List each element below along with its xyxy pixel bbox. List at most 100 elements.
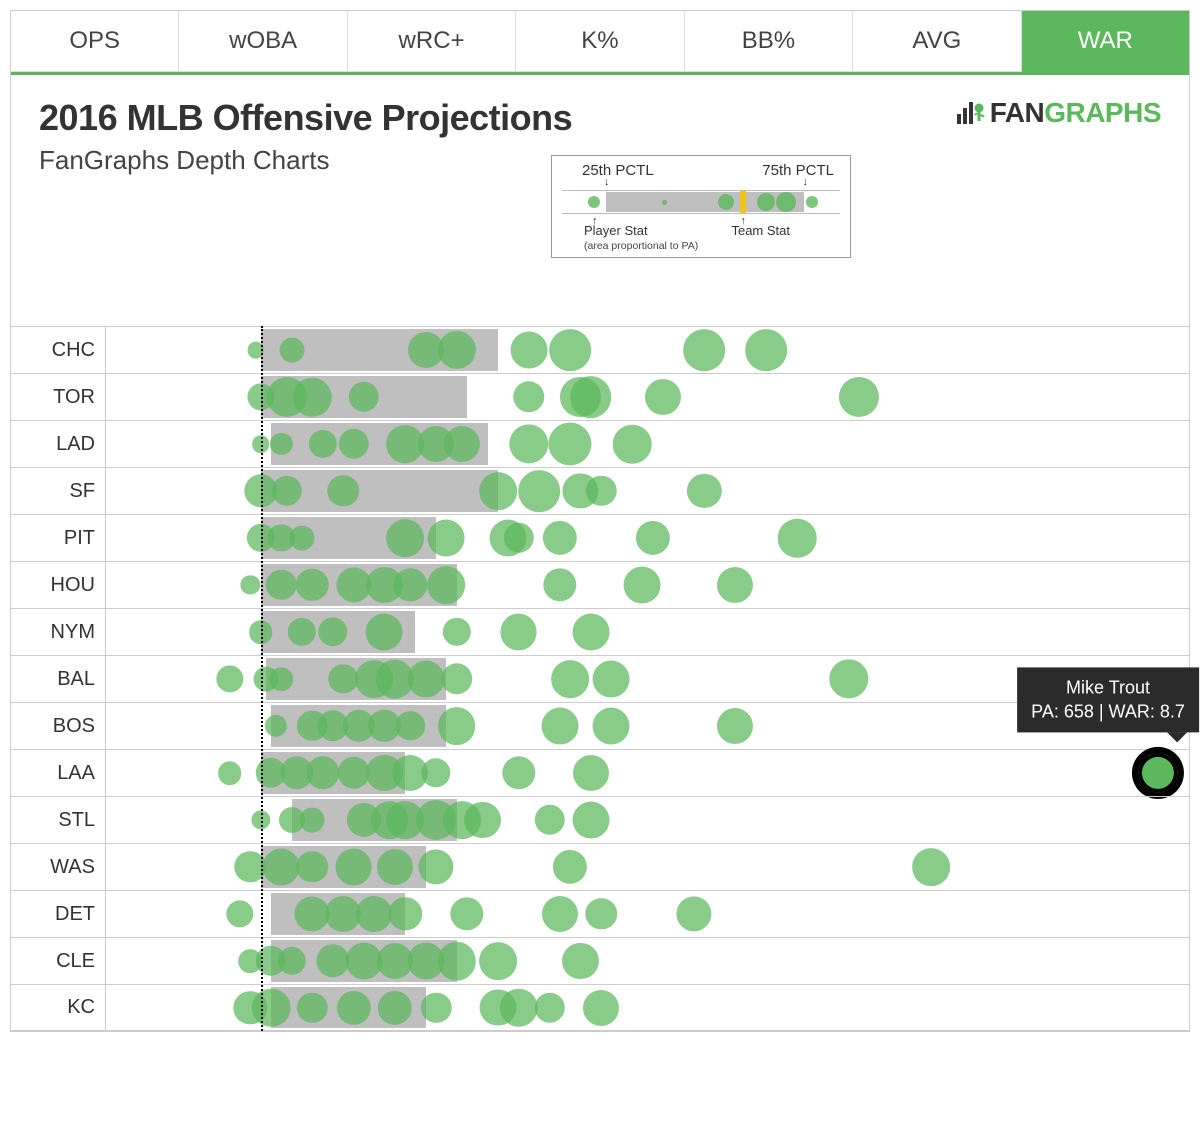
player-dot[interactable]	[366, 614, 403, 651]
player-dot[interactable]	[542, 896, 578, 932]
player-dot[interactable]	[226, 900, 253, 927]
player-dot[interactable]	[300, 808, 325, 833]
team-track	[106, 327, 1189, 373]
player-dot[interactable]	[1135, 750, 1180, 795]
tab-avg[interactable]: AVG	[853, 11, 1021, 72]
player-dot[interactable]	[549, 329, 591, 371]
player-dot[interactable]	[407, 661, 444, 698]
player-dot[interactable]	[745, 329, 787, 371]
legend-team: Team Stat	[731, 224, 840, 253]
player-dot[interactable]	[585, 898, 616, 929]
player-dot[interactable]	[442, 618, 470, 646]
player-dot[interactable]	[388, 897, 421, 930]
player-dot[interactable]	[418, 849, 453, 884]
player-dot[interactable]	[479, 472, 517, 510]
player-dot[interactable]	[441, 663, 472, 694]
player-dot[interactable]	[438, 331, 476, 369]
player-dot[interactable]	[499, 988, 538, 1027]
team-row: HOU	[11, 561, 1189, 608]
player-dot[interactable]	[479, 942, 517, 980]
player-dot[interactable]	[583, 989, 619, 1025]
player-dot[interactable]	[839, 377, 879, 417]
player-dot[interactable]	[572, 802, 609, 839]
player-dot[interactable]	[421, 992, 451, 1022]
team-label: DET	[11, 891, 106, 937]
player-dot[interactable]	[216, 665, 243, 692]
player-dot[interactable]	[676, 896, 711, 931]
player-dot[interactable]	[290, 526, 315, 551]
player-dot[interactable]	[573, 755, 609, 791]
player-dot[interactable]	[593, 661, 630, 698]
player-dot[interactable]	[829, 659, 868, 698]
tab-wrc[interactable]: wRC+	[348, 11, 516, 72]
player-dot[interactable]	[553, 850, 587, 884]
player-dot[interactable]	[279, 338, 304, 363]
player-dot[interactable]	[356, 896, 392, 932]
chart-subtitle: FanGraphs Depth Charts	[39, 145, 572, 176]
player-dot[interactable]	[427, 566, 465, 604]
player-dot[interactable]	[500, 614, 537, 651]
tab-ops[interactable]: OPS	[11, 11, 179, 72]
player-dot[interactable]	[549, 422, 592, 465]
player-dot[interactable]	[270, 667, 294, 691]
team-label: NYM	[11, 609, 106, 655]
player-dot[interactable]	[503, 523, 533, 553]
player-dot[interactable]	[518, 470, 560, 512]
player-dot[interactable]	[562, 943, 598, 979]
player-dot[interactable]	[613, 425, 652, 464]
player-dot[interactable]	[572, 614, 609, 651]
player-dot[interactable]	[510, 332, 547, 369]
player-dot[interactable]	[534, 805, 564, 835]
player-dot[interactable]	[437, 942, 476, 981]
player-dot[interactable]	[534, 992, 564, 1022]
player-dot[interactable]	[252, 988, 291, 1027]
team-track	[106, 609, 1189, 655]
tab-war[interactable]: WAR	[1022, 11, 1189, 72]
player-dot[interactable]	[683, 329, 725, 371]
player-dot[interactable]	[551, 660, 589, 698]
player-dot[interactable]	[593, 708, 630, 745]
player-dot[interactable]	[421, 758, 450, 787]
team-track	[106, 468, 1189, 514]
team-label: LAD	[11, 421, 106, 467]
player-dot[interactable]	[428, 520, 465, 557]
player-dot[interactable]	[377, 849, 413, 885]
player-dot[interactable]	[241, 575, 260, 594]
player-dot[interactable]	[912, 848, 950, 886]
player-dot[interactable]	[586, 476, 616, 506]
player-dot[interactable]	[543, 568, 576, 601]
player-dot[interactable]	[717, 567, 753, 603]
player-dot[interactable]	[509, 424, 548, 463]
player-dot[interactable]	[444, 426, 480, 462]
page: OPSwOBAwRC+K%BB%AVGWAR 2016 MLB Offensiv…	[10, 10, 1190, 1032]
player-dot[interactable]	[543, 521, 577, 555]
player-dot[interactable]	[513, 381, 544, 412]
player-dot[interactable]	[450, 897, 483, 930]
player-dot[interactable]	[570, 376, 612, 418]
team-row: BAL	[11, 655, 1189, 702]
team-row: CLE	[11, 937, 1189, 984]
player-dot[interactable]	[502, 756, 535, 789]
player-dot[interactable]	[386, 519, 424, 557]
legend-player-sub: (area proportional to PA)	[584, 240, 698, 252]
player-dot[interactable]	[717, 708, 753, 744]
team-label: PIT	[11, 515, 106, 561]
player-dot[interactable]	[636, 521, 670, 555]
player-dot[interactable]	[624, 567, 661, 604]
player-dot[interactable]	[438, 707, 476, 745]
player-dot[interactable]	[263, 849, 300, 886]
tab-k[interactable]: K%	[516, 11, 684, 72]
fangraphs-logo: FANGRAPHS	[956, 97, 1161, 129]
strip-chart: CHCTORLADSFPITHOUNYMBALBOSLAAMike TroutP…	[11, 326, 1189, 1031]
player-dot[interactable]	[464, 802, 500, 838]
player-dot[interactable]	[778, 519, 817, 558]
player-dot[interactable]	[541, 708, 578, 745]
player-dot[interactable]	[645, 379, 681, 415]
player-dot[interactable]	[687, 474, 721, 508]
player-dot[interactable]	[293, 378, 332, 417]
tab-bb[interactable]: BB%	[685, 11, 853, 72]
team-label: BAL	[11, 656, 106, 702]
tab-woba[interactable]: wOBA	[179, 11, 347, 72]
player-dot[interactable]	[218, 761, 242, 785]
player-dot[interactable]	[335, 849, 372, 886]
